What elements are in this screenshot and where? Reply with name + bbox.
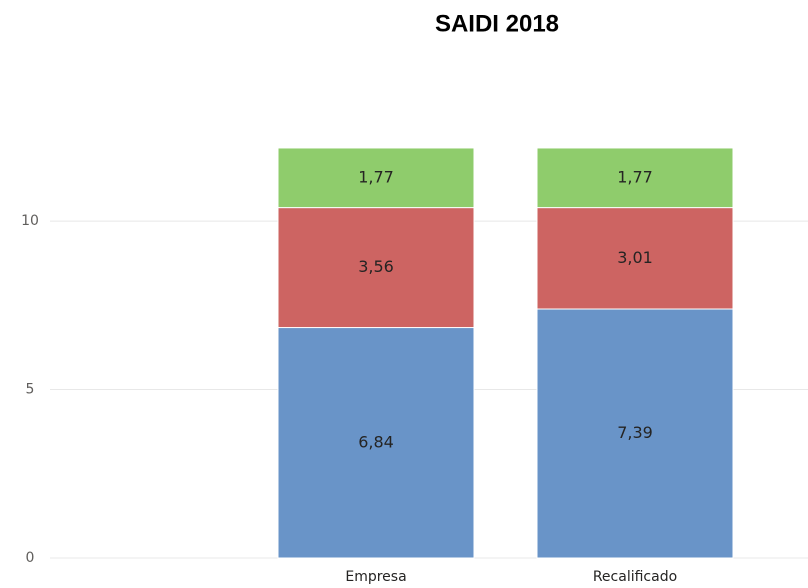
data-label: 6,84 (358, 432, 394, 451)
bar-segment (277, 147, 475, 209)
bar-segment (277, 327, 475, 559)
data-label: 1,77 (358, 167, 394, 186)
bar-segment (536, 147, 734, 209)
data-label: 3,01 (617, 248, 653, 267)
data-label: 7,39 (617, 423, 653, 442)
y-tick-label: 10 (21, 213, 39, 229)
x-tick-label: Recalificado (593, 569, 677, 585)
bar-segment (536, 207, 734, 310)
data-label: 1,77 (617, 167, 653, 186)
bar-segment (536, 308, 734, 559)
y-tick-label: 0 (26, 550, 35, 566)
y-tick-label: 5 (26, 382, 35, 398)
data-label: 3,56 (358, 257, 394, 276)
x-tick-label: Empresa (345, 569, 406, 585)
chart-title: SAIDI 2018 (435, 10, 559, 37)
